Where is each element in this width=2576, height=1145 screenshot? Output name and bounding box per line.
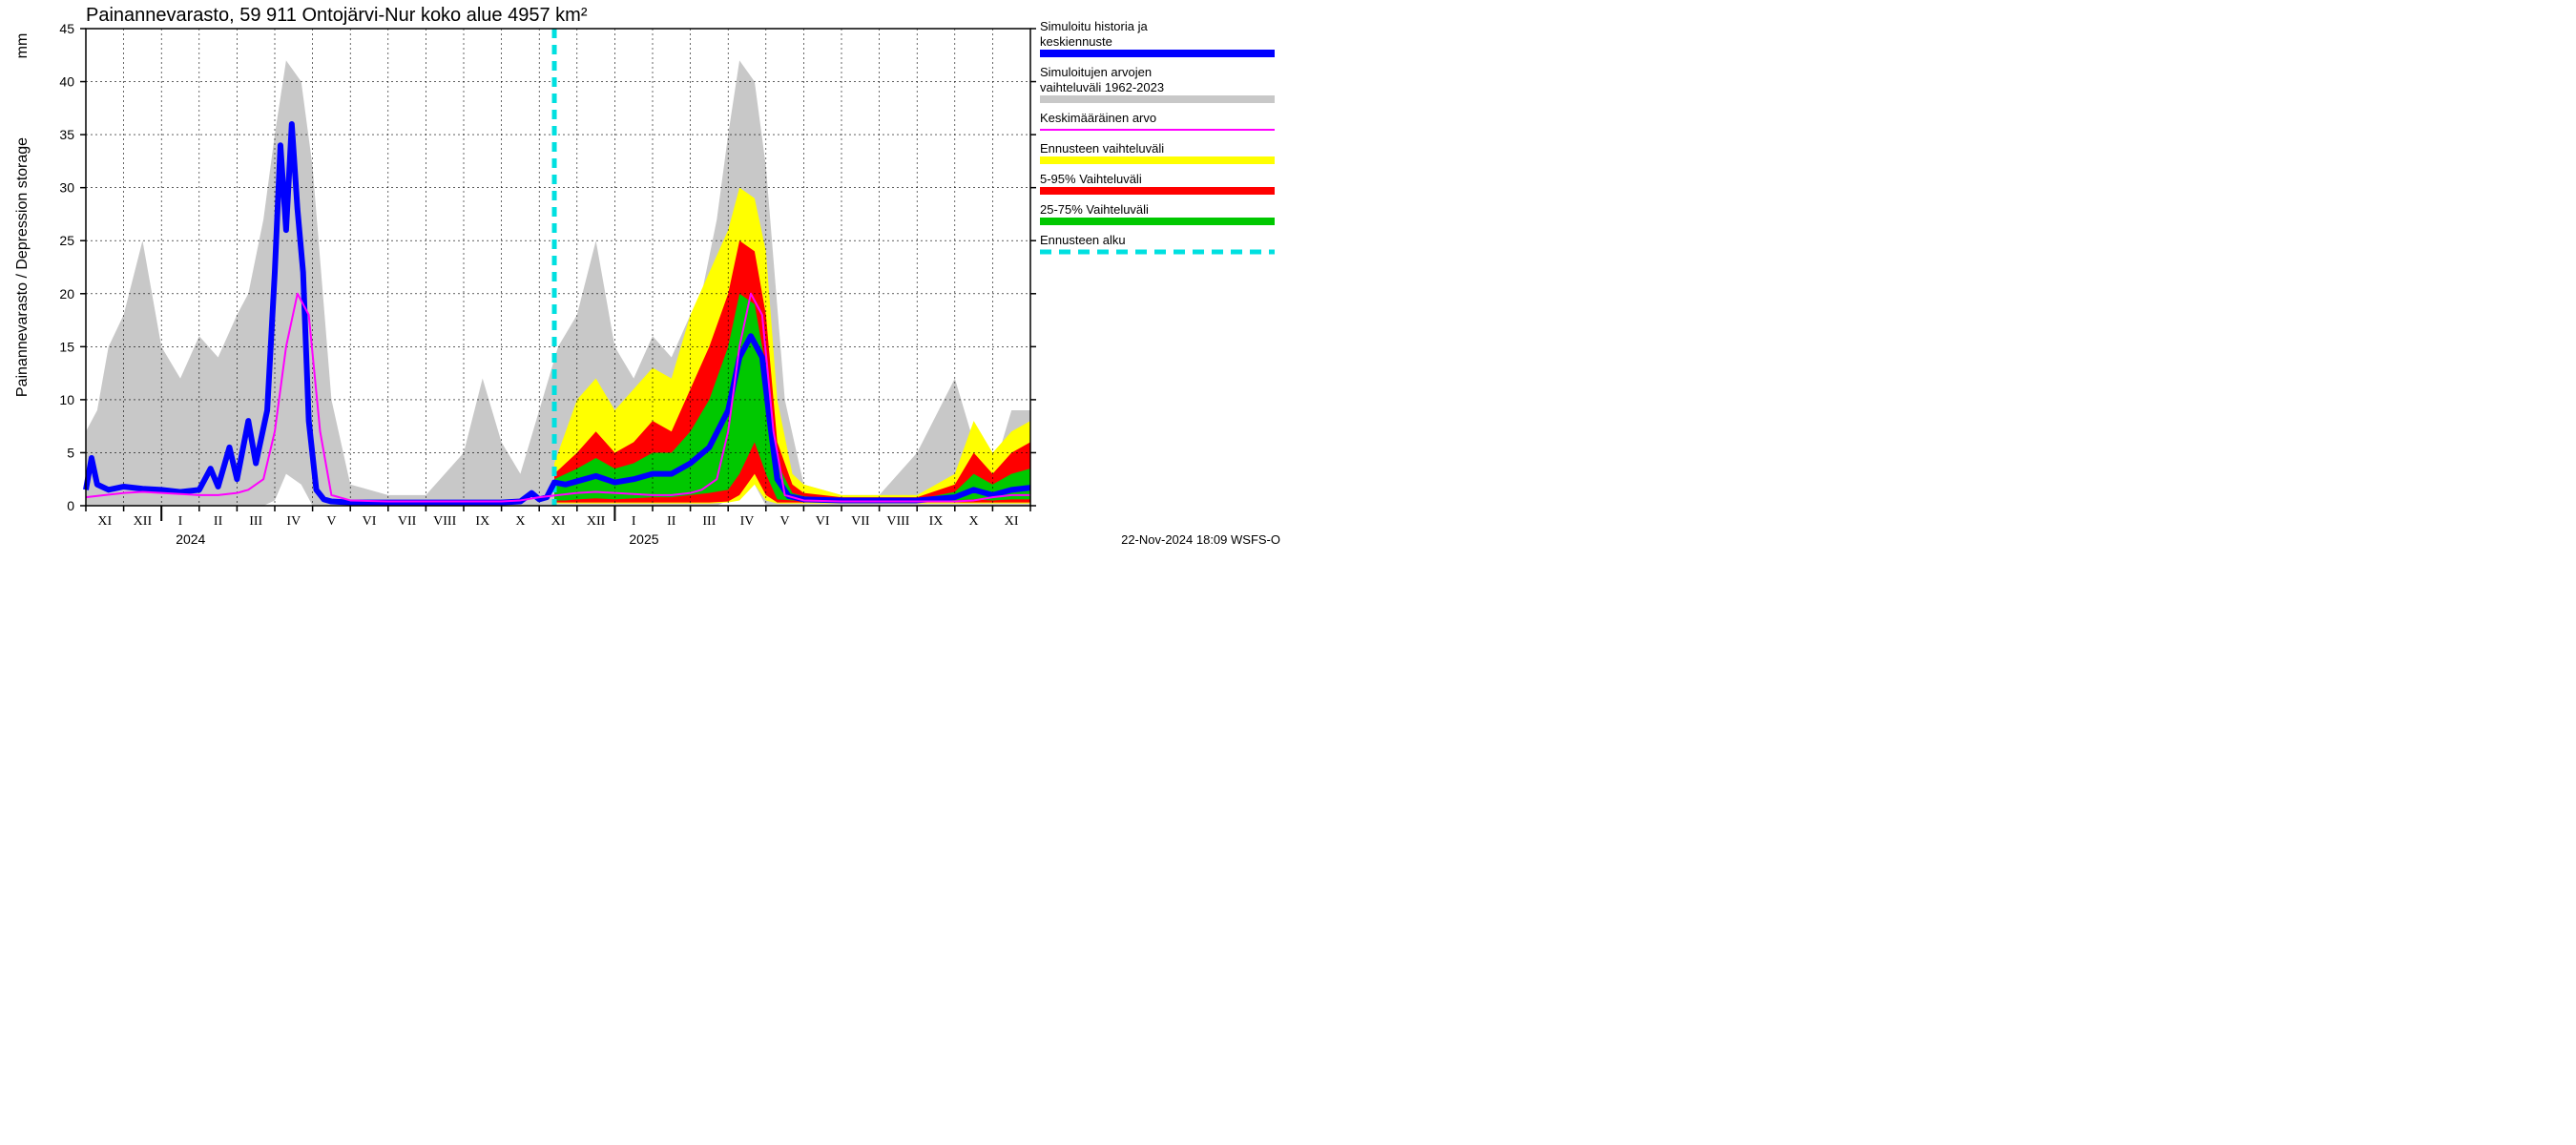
x-month-label: VIII: [886, 514, 909, 529]
legend-label: Ennusteen vaihteluväli: [1040, 141, 1164, 156]
x-month-label: X: [515, 514, 525, 529]
legend-label: 5-95% Vaihteluväli: [1040, 172, 1142, 186]
legend-label: Simuloitujen arvojen: [1040, 65, 1152, 79]
y-tick-label: 45: [59, 21, 74, 36]
x-month-label: IV: [740, 514, 755, 529]
legend-swatch: [1040, 156, 1275, 164]
legend-label: vaihteluväli 1962-2023: [1040, 80, 1164, 94]
x-month-label: III: [702, 514, 716, 529]
y-tick-label: 25: [59, 233, 74, 248]
x-month-label: VI: [363, 514, 377, 529]
x-month-label: X: [969, 514, 979, 529]
legend-label: 25-75% Vaihteluväli: [1040, 202, 1149, 217]
x-month-label: XI: [97, 514, 112, 529]
x-year-label: 2025: [629, 531, 658, 547]
x-month-label: II: [214, 514, 223, 529]
y-axis-unit: mm: [14, 33, 31, 59]
x-month-label: XI: [1005, 514, 1019, 529]
x-year-label: 2024: [176, 531, 205, 547]
x-month-label: IX: [475, 514, 489, 529]
x-month-label: XII: [587, 514, 606, 529]
legend-swatch: [1040, 218, 1275, 225]
x-month-label: VIII: [433, 514, 456, 529]
chart-svg: 051015202530354045XIXIIIIIIIIIVVVIVIIVII…: [0, 0, 1288, 572]
x-month-label: II: [667, 514, 676, 529]
x-month-label: VII: [851, 514, 870, 529]
x-month-label: V: [326, 514, 336, 529]
x-month-label: III: [249, 514, 262, 529]
x-month-label: IX: [929, 514, 944, 529]
y-axis-label: Painannevarasto / Depression storage: [14, 137, 31, 397]
y-tick-label: 5: [67, 445, 74, 460]
legend-swatch: [1040, 95, 1275, 103]
x-month-label: VII: [398, 514, 417, 529]
y-tick-label: 40: [59, 74, 74, 90]
y-tick-label: 15: [59, 339, 74, 354]
legend-label: Ennusteen alku: [1040, 233, 1126, 247]
y-tick-label: 30: [59, 180, 74, 196]
chart-container: 051015202530354045XIXIIIIIIIIIVVVIVIIVII…: [0, 0, 1288, 572]
x-month-label: V: [780, 514, 790, 529]
chart-footer: 22-Nov-2024 18:09 WSFS-O: [1121, 532, 1280, 547]
legend-label: Simuloitu historia ja: [1040, 19, 1148, 33]
x-month-label: I: [178, 514, 183, 529]
x-month-label: I: [632, 514, 636, 529]
y-tick-label: 0: [67, 498, 74, 513]
y-tick-label: 10: [59, 392, 74, 407]
chart-title: Painannevarasto, 59 911 Ontojärvi-Nur ko…: [86, 5, 588, 26]
legend-swatch: [1040, 187, 1275, 195]
legend-label: keskiennuste: [1040, 34, 1112, 49]
x-month-label: VI: [816, 514, 830, 529]
x-month-label: XI: [551, 514, 566, 529]
x-month-label: IV: [286, 514, 301, 529]
legend-label: Keskimääräinen arvo: [1040, 111, 1156, 125]
x-month-label: XII: [134, 514, 153, 529]
y-tick-label: 35: [59, 127, 74, 142]
y-tick-label: 20: [59, 286, 74, 302]
